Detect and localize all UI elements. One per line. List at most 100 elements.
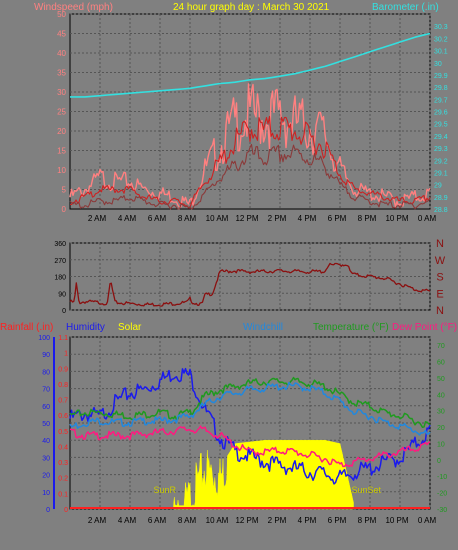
temperature-line xyxy=(69,376,431,429)
rainfall-tick-label: 0.5 xyxy=(58,429,68,436)
temp-humidity-series xyxy=(69,367,431,510)
barometer-tick-label: 29.6 xyxy=(434,110,448,117)
x-tick-label: 0 AM xyxy=(418,516,437,525)
rainfall-tick-label: 0.2 xyxy=(58,476,68,483)
direction-tick-label: 360 xyxy=(54,241,66,248)
barometer-tick-label: 30.3 xyxy=(434,24,448,31)
temperature-tick-label: 40 xyxy=(437,392,445,399)
x-tick-label: 2 AM xyxy=(88,214,107,223)
temperature-tick-label: 60 xyxy=(437,360,445,367)
humidity-axis-label: Humidity xyxy=(66,322,105,333)
direction-grid xyxy=(70,242,431,311)
barometer-tick-labels: 28.8 28.9 29 29.1 29.2 29.3 29.4 29.5 29.6 29.7 29… xyxy=(434,24,448,214)
barometer-tick-label: 29.4 xyxy=(434,134,448,141)
x-tick-label: 12 PM xyxy=(235,516,258,525)
solar-axis-label: Solar xyxy=(118,322,142,333)
barometer-tick-label: 29.1 xyxy=(434,170,448,177)
rainfall-axis-label: Rainfall (.in) xyxy=(0,322,53,333)
x-tick-label: 4 PM xyxy=(298,516,317,525)
dewpoint-line xyxy=(69,425,431,468)
humidity-tick-label: 90 xyxy=(42,352,50,359)
temp-humidity-x-ticks: 2 AM 4 AM 6 AM 8 AM 10 AM 12 PM 2 PM 4 PM 6 PM 8 … xyxy=(88,516,437,525)
temperature-tick-label: -20 xyxy=(437,491,447,498)
compass-label: N xyxy=(436,305,444,317)
x-tick-label: 4 AM xyxy=(118,516,137,525)
windspeed-tick-label: 5 xyxy=(62,186,67,195)
direction-series xyxy=(69,262,431,307)
rainfall-tick-label: 1.1 xyxy=(58,335,68,342)
rainfall-tick-label: 0.7 xyxy=(58,398,68,405)
humidity-tick-label: 10 xyxy=(42,490,50,497)
wind_avg-line xyxy=(70,115,431,209)
temperature-tick-label: 30 xyxy=(437,409,445,416)
barometer-tick-label: 29.8 xyxy=(434,85,448,92)
temperature-tick-label: 20 xyxy=(437,425,445,432)
x-tick-label: 12 PM xyxy=(235,214,258,223)
x-tick-label: 2 PM xyxy=(268,516,287,525)
temperature-tick-label: 70 xyxy=(437,343,445,350)
rainfall-tick-label: 1 xyxy=(64,351,68,358)
barometer-tick-label: 29.3 xyxy=(434,146,448,153)
windspeed-tick-label: 20 xyxy=(57,127,66,136)
rainfall-tick-label: 0.9 xyxy=(58,366,68,373)
x-tick-label: 8 AM xyxy=(178,214,197,223)
barometer-tick-label: 28.9 xyxy=(434,195,448,202)
humidity-tick-label: 70 xyxy=(42,387,50,394)
direction-tick-label: 180 xyxy=(54,275,66,282)
humidity-tick-label: 20 xyxy=(42,473,50,480)
compass-label: E xyxy=(436,288,443,300)
compass-label: W xyxy=(435,255,446,267)
chart-title: 24 hour graph day : March 30 2021 xyxy=(173,2,330,13)
windchill-axis-label: Windchill xyxy=(243,322,283,333)
humidity-tick-label: 40 xyxy=(42,438,50,445)
rainfall-tick-label: 0.4 xyxy=(58,444,68,451)
humidity-tick-label: 50 xyxy=(42,421,50,428)
x-tick-label: 4 PM xyxy=(298,214,317,223)
direction-line xyxy=(69,262,431,307)
wind-baro-series xyxy=(69,32,431,210)
rainfall-tick-label: 0.8 xyxy=(58,382,68,389)
rainfall-tick-label: 0 xyxy=(64,507,68,514)
dewpoint-axis-label: Dew Point (°F) xyxy=(392,322,457,333)
windspeed-tick-label: 0 xyxy=(62,205,67,214)
windspeed-tick-label: 40 xyxy=(57,49,66,58)
barometer-tick-label: 30 xyxy=(434,61,442,68)
windspeed-tick-labels: 5 10 15 20 25 30 35 40 45 50 0 xyxy=(57,10,66,214)
humidity-line xyxy=(69,367,431,485)
sunset-label: SunSet xyxy=(352,485,382,495)
rainfall-tick-label: 0.6 xyxy=(58,413,68,420)
barometer-tick-label: 29 xyxy=(434,183,442,190)
humidity-tick-label: 100 xyxy=(38,335,50,342)
x-tick-label: 8 AM xyxy=(178,516,197,525)
wind_low-line xyxy=(69,143,431,210)
x-tick-label: 0 AM xyxy=(418,214,437,223)
x-tick-label: 2 AM xyxy=(88,516,107,525)
windspeed-tick-label: 10 xyxy=(57,166,66,175)
humidity-tick-label: 30 xyxy=(42,455,50,462)
barometer-tick-label: 30.2 xyxy=(434,36,448,43)
temp-humidity-tick-labels: 010203040506070809010000.10.20.30.40.50.… xyxy=(38,335,447,514)
windspeed-tick-label: 25 xyxy=(57,108,66,117)
rainfall-tick-label: 0.3 xyxy=(58,460,68,467)
windspeed-tick-label: 35 xyxy=(57,69,66,78)
barometer-tick-label: 29.9 xyxy=(434,73,448,80)
temperature-tick-label: 0 xyxy=(437,458,441,465)
solar-area xyxy=(173,439,354,510)
x-tick-label: 6 PM xyxy=(328,214,347,223)
temperature-axis-label: Temperature (°F) xyxy=(313,322,389,333)
barometer-line xyxy=(70,32,431,98)
x-tick-label: 6 PM xyxy=(328,516,347,525)
x-tick-label: 10 PM xyxy=(385,516,408,525)
x-tick-label: 6 AM xyxy=(148,516,167,525)
temperature-tick-label: 10 xyxy=(437,441,445,448)
x-tick-label: 10 AM xyxy=(206,516,229,525)
compass-label: S xyxy=(436,272,443,284)
direction-tick-label: 0 xyxy=(62,308,66,315)
barometer-tick-label: 28.8 xyxy=(434,207,448,214)
windspeed-tick-label: 45 xyxy=(57,30,66,39)
x-tick-label: 4 AM xyxy=(118,214,137,223)
x-tick-label: 2 PM xyxy=(268,214,287,223)
barometer-tick-label: 29.5 xyxy=(434,122,448,129)
